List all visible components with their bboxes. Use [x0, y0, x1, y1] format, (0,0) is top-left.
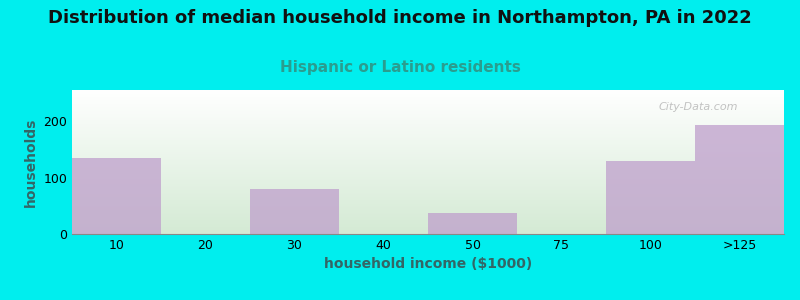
Text: Hispanic or Latino residents: Hispanic or Latino residents [279, 60, 521, 75]
Bar [606, 160, 695, 234]
Bar [428, 212, 517, 234]
Bar [695, 125, 784, 234]
Bar [250, 189, 339, 234]
Y-axis label: households: households [24, 117, 38, 207]
Bar [72, 158, 161, 234]
Text: Distribution of median household income in Northampton, PA in 2022: Distribution of median household income … [48, 9, 752, 27]
Text: City-Data.com: City-Data.com [659, 102, 738, 112]
X-axis label: household income ($1000): household income ($1000) [324, 257, 532, 272]
